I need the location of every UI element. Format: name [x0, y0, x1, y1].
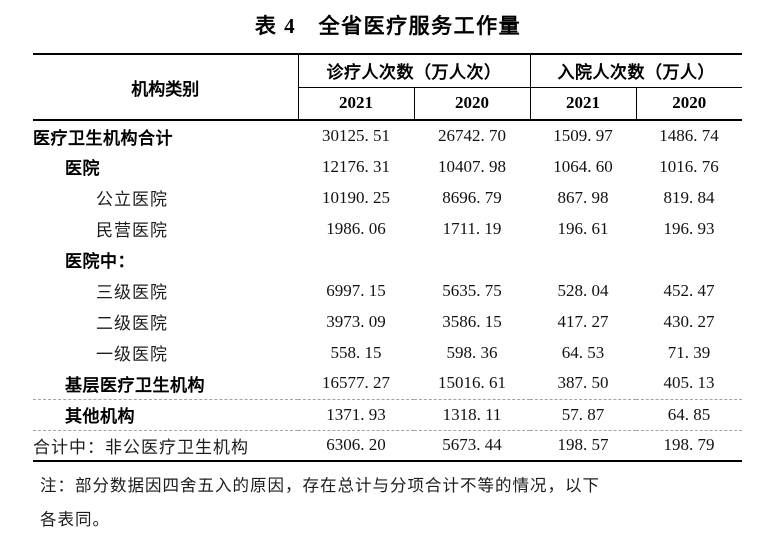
cell-value: 198. 57: [530, 429, 636, 461]
table-header: 机构类别 诊疗人次数（万人次） 入院人次数（万人） 2021 2020 2021…: [33, 54, 742, 121]
cell-value: 16577. 27: [322, 373, 390, 393]
cell-value: 417. 27: [557, 311, 609, 331]
cell-value: [636, 244, 742, 275]
table-row: 其他机构 1371. 93 1318. 11 57. 87 64. 85: [33, 398, 742, 430]
cell-value: 6997. 15: [326, 280, 386, 300]
cell-value: 867. 98: [557, 187, 609, 207]
cell-value: 196. 93: [663, 218, 715, 238]
table-row: 民营医院 1986. 06 1711. 19 196. 61 196. 93: [33, 213, 742, 244]
row-label: 其他机构: [33, 398, 298, 430]
cell-value: 3586. 15: [442, 311, 502, 331]
cell-value: 196. 61: [557, 218, 609, 238]
cell-value: 1318. 11: [414, 398, 530, 430]
table-row: 医院 12176. 31 10407. 98 1064. 60 1016. 76: [33, 151, 742, 182]
table-row: 基层医疗卫生机构 16577. 27 15016. 61 387. 50 405…: [33, 368, 742, 399]
cell-value: 452. 47: [663, 280, 715, 300]
cell-value: 598. 36: [446, 342, 498, 362]
cell-value: 1016. 76: [659, 156, 719, 176]
footnote-line-2: 各表同。: [40, 510, 110, 529]
row-label: 医院: [65, 159, 100, 178]
table-row: 公立医院 10190. 25 8696. 79 867. 98 819. 84: [33, 182, 742, 213]
cell-value: 387. 50: [557, 373, 609, 393]
table-row: 三级医院 6997. 15 5635. 75 528. 04 452. 47: [33, 275, 742, 306]
cell-value: 1711. 19: [442, 218, 502, 238]
cell-value: 558. 15: [330, 342, 382, 362]
row-label: 三级医院: [96, 283, 168, 302]
cell-value: 6306. 20: [298, 429, 414, 461]
cell-value: 57. 87: [530, 398, 636, 430]
row-label: 基层医疗卫生机构: [65, 375, 205, 395]
medical-service-workload-table: 机构类别 诊疗人次数（万人次） 入院人次数（万人） 2021 2020 2021…: [33, 53, 742, 462]
row-label: 合计中：非公医疗卫生机构: [33, 429, 298, 461]
row-label: 公立医院: [96, 190, 168, 209]
cell-value: 1486. 74: [659, 126, 719, 145]
cell-value: 405. 13: [663, 373, 715, 393]
row-label: 二级医院: [96, 314, 168, 333]
cell-value: 30125. 51: [322, 126, 390, 145]
table-row: 合计中：非公医疗卫生机构 6306. 20 5673. 44 198. 57 1…: [33, 429, 742, 461]
header-admissions: 入院人次数（万人）: [530, 54, 742, 88]
cell-value: 3973. 09: [326, 311, 386, 331]
cell-value: [414, 244, 530, 275]
header-year-outpatient-2021: 2021: [298, 87, 415, 121]
footnote-line-1: 注：部分数据因四舍五入的原因，存在总计与分项合计不等的情况，以下: [40, 476, 600, 495]
cell-value: 71. 39: [667, 342, 711, 362]
header-year-admission-2020: 2020: [636, 87, 742, 121]
header-year-admission-2021: 2021: [530, 87, 637, 121]
cell-value: 198. 79: [636, 429, 742, 461]
cell-value: 64. 53: [561, 342, 605, 362]
cell-value: 430. 27: [663, 311, 715, 331]
cell-value: 528. 04: [557, 280, 609, 300]
table-title: 表 4 全省医疗服务工作量: [254, 14, 522, 38]
cell-value: 8696. 79: [442, 187, 502, 207]
table-footnote: 注：部分数据因四舍五入的原因，存在总计与分项合计不等的情况，以下 各表同。: [40, 469, 740, 537]
cell-value: [298, 244, 414, 275]
cell-value: 10190. 25: [322, 187, 390, 207]
cell-value: 1371. 93: [298, 398, 414, 430]
cell-value: 1064. 60: [553, 156, 613, 176]
table-row: 二级医院 3973. 09 3586. 15 417. 27 430. 27: [33, 306, 742, 337]
cell-value: 5635. 75: [442, 280, 502, 300]
cell-value: [530, 244, 636, 275]
cell-value: 5673. 44: [414, 429, 530, 461]
table-row: 医疗卫生机构合计 30125. 51 26742. 70 1509. 97 14…: [33, 120, 742, 151]
row-label: 医院中：: [65, 252, 135, 271]
cell-value: 26742. 70: [438, 126, 506, 145]
cell-value: 1509. 97: [553, 126, 613, 145]
row-label: 医疗卫生机构合计: [33, 128, 173, 148]
cell-value: 64. 85: [636, 398, 742, 430]
cell-value: 12176. 31: [322, 156, 390, 176]
header-year-outpatient-2020: 2020: [414, 87, 531, 121]
table-row: 一级医院 558. 15 598. 36 64. 53 71. 39: [33, 337, 742, 368]
row-label: 一级医院: [96, 345, 168, 364]
cell-value: 1986. 06: [326, 218, 386, 238]
header-institution-category: 机构类别: [33, 54, 299, 121]
table-body: 医疗卫生机构合计 30125. 51 26742. 70 1509. 97 14…: [33, 120, 742, 461]
table-row: 医院中：: [33, 244, 742, 275]
cell-value: 819. 84: [663, 187, 715, 207]
cell-value: 10407. 98: [438, 156, 506, 176]
cell-value: 15016. 61: [438, 373, 506, 393]
header-outpatient-visits: 诊疗人次数（万人次）: [298, 54, 531, 88]
row-label: 民营医院: [96, 221, 168, 240]
